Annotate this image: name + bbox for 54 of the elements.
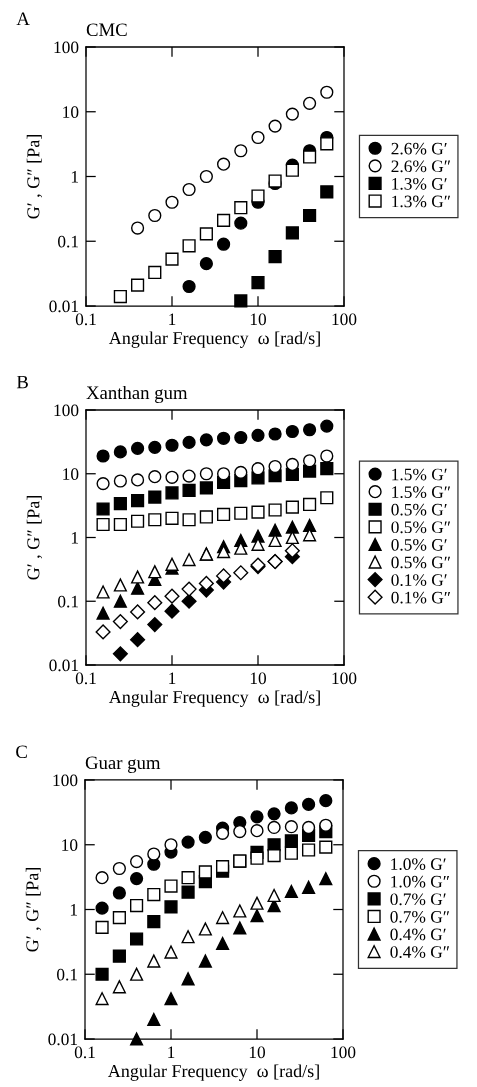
legend-label: 0.5% G′ [391, 503, 447, 516]
x-axis-title: Angular Frequency ω [rad/s] [108, 331, 320, 348]
legend-label: 2.6% G′ [391, 142, 447, 155]
x-tick-label: 10 [250, 313, 267, 326]
legend-label: 0.5% G″ [391, 556, 451, 569]
y-tick-label: 0.1 [57, 968, 78, 981]
y-tick-label: 100 [53, 774, 78, 787]
legend-label: 0.5% G′ [391, 538, 447, 551]
y-tick-label: 0.1 [58, 595, 79, 608]
y-tick-label: 0.1 [58, 235, 79, 248]
legend-label: 0.5% G″ [391, 521, 451, 534]
y-tick-label: 0.01 [49, 659, 79, 672]
x-tick-label: 1 [169, 672, 176, 684]
x-tick-label: 100 [332, 672, 357, 685]
y-tick-label: 100 [54, 404, 79, 417]
y-tick-label: 1 [71, 532, 79, 544]
y-axis-title: G′ , G″ [Pa] [25, 868, 42, 952]
legend-label: 0.7% G″ [390, 910, 450, 923]
legend-label: 1.0% G′ [391, 858, 446, 871]
y-axis-title: G′ , G″ [Pa] [26, 135, 43, 219]
chart-title: Guar gum [85, 756, 161, 773]
x-axis-title: Angular Frequency ω [rad/s] [108, 690, 320, 707]
y-tick-label: 1 [70, 904, 78, 916]
text: A [16, 12, 30, 25]
chart-title: CMC [86, 23, 127, 37]
legend-label: 1.5% G″ [392, 486, 451, 499]
legend-label: 1.0% G″ [391, 875, 450, 888]
legend-label: 1.5% G′ [392, 468, 447, 481]
legend-label: 0.4% G″ [390, 946, 450, 958]
legend-label: 0.4% G′ [390, 928, 446, 941]
legend-label: 0.7% G′ [390, 893, 446, 906]
y-tick-label: 100 [54, 41, 79, 54]
y-tick-label: 10 [63, 106, 79, 118]
legend-label: 1.3% G″ [392, 195, 451, 208]
x-tick-label: 10 [249, 1046, 266, 1059]
x-tick-label: 1 [169, 313, 176, 325]
legend-label: 2.6% G″ [391, 160, 451, 173]
x-tick-label: 10 [250, 672, 267, 685]
x-tick-label: 1 [168, 1046, 175, 1058]
legend-label: 1.3% G′ [392, 177, 447, 190]
legend-label: 0.1% G′ [391, 574, 447, 586]
y-tick-label: 10 [62, 839, 78, 851]
x-tick-label: 100 [332, 313, 357, 326]
text: B [16, 375, 28, 389]
legend-label: 0.1% G″ [391, 591, 451, 604]
y-tick-label: 1 [71, 171, 79, 183]
x-axis-title: Angular Frequency ω [rad/s] [107, 1064, 319, 1081]
y-tick-label: 0.01 [48, 1033, 78, 1046]
y-tick-label: 10 [63, 468, 79, 480]
y-tick-label: 0.01 [49, 300, 79, 313]
y-axis-title: G′ , G″ [Pa] [26, 496, 43, 580]
x-tick-label: 100 [331, 1046, 356, 1059]
chart-title: Xanthan gum [86, 385, 188, 403]
text: C [16, 745, 27, 759]
